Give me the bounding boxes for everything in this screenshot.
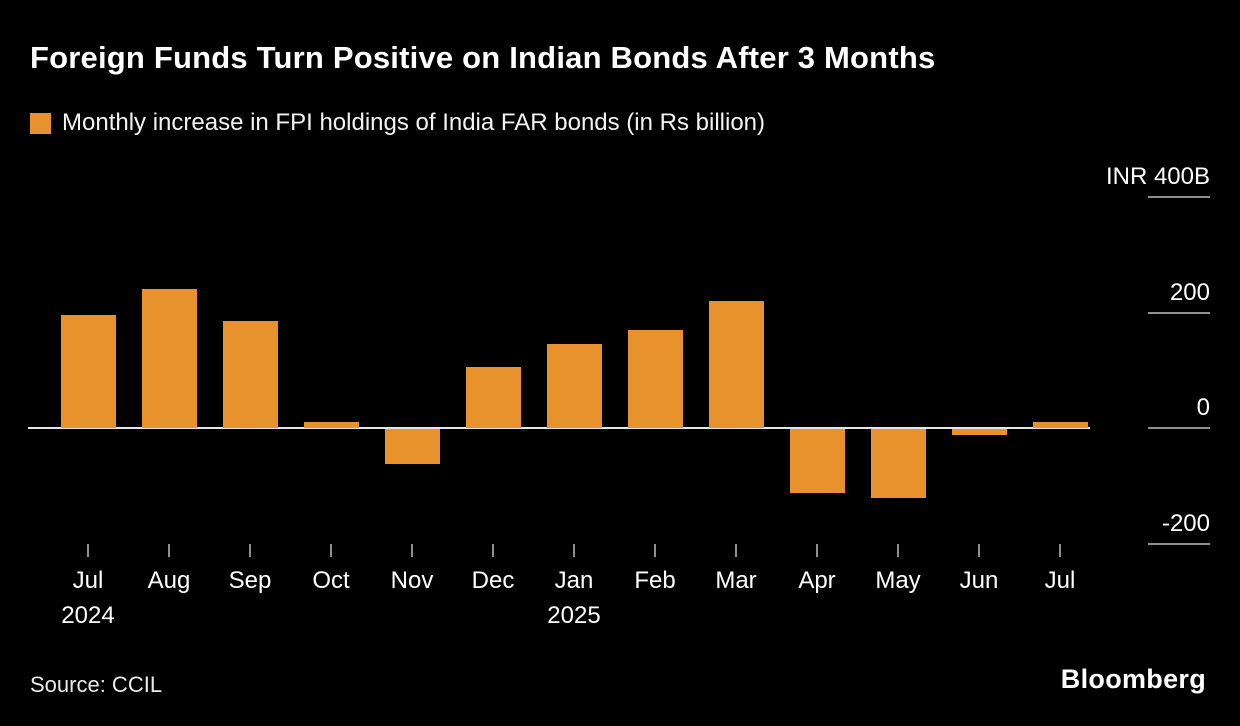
x-tick-label: Jul xyxy=(72,567,104,594)
x-tick-label: Sep xyxy=(228,567,272,594)
chart-bar-oct-3 xyxy=(303,422,359,428)
x-tick-mark xyxy=(330,544,332,557)
chart-bar-jan-6 xyxy=(546,344,602,428)
x-tick-label: Jun xyxy=(959,567,999,594)
x-tick-label: Mar xyxy=(715,567,757,594)
x-tick-mark xyxy=(1059,544,1061,557)
x-year-label: 2024 xyxy=(61,602,115,629)
chart-title: Foreign Funds Turn Positive on Indian Bo… xyxy=(30,40,936,75)
y-axis-label: 0 xyxy=(1196,394,1210,421)
chart-bar-nov-4 xyxy=(384,429,440,464)
x-tick-mark xyxy=(411,544,413,557)
x-tick-mark xyxy=(87,544,89,557)
x-tick-mark xyxy=(249,544,251,557)
y-axis-tick-line xyxy=(1148,542,1210,545)
y-axis-label: -200 xyxy=(1161,509,1210,537)
x-tick-mark xyxy=(654,544,656,557)
chart-bar-jun-11 xyxy=(951,429,1007,435)
zero-axis-line xyxy=(28,427,1090,429)
chart-bar-may-10 xyxy=(870,429,926,498)
y-axis-tick-line xyxy=(1148,196,1210,198)
x-tick-mark xyxy=(492,544,494,557)
x-tick-mark xyxy=(897,544,899,557)
y-axis-label: INR 400B xyxy=(1105,163,1210,190)
legend-swatch xyxy=(30,112,51,134)
x-tick-label: Feb xyxy=(634,567,676,594)
x-tick-mark xyxy=(735,544,737,557)
x-tick-label: Jul xyxy=(1044,567,1076,594)
bloomberg-logo: Bloomberg xyxy=(1060,664,1206,694)
y-axis-tick-line xyxy=(1148,427,1210,429)
chart-bar-apr-9 xyxy=(789,429,845,493)
x-tick-mark xyxy=(573,544,575,557)
chart-bar-jul-12 xyxy=(1032,422,1088,428)
chart-bar-sep-2 xyxy=(222,321,278,428)
legend-label: Monthly increase in FPI holdings of Indi… xyxy=(62,109,766,136)
x-tick-label: Oct xyxy=(312,567,350,594)
chart-bar-feb-7 xyxy=(627,330,683,428)
source-text: Source: CCIL xyxy=(30,672,163,697)
x-tick-label: Dec xyxy=(471,567,515,594)
x-tick-label: Jan xyxy=(554,567,594,594)
y-axis-tick-line xyxy=(1148,311,1210,314)
x-tick-label: Nov xyxy=(390,567,434,594)
x-year-label: 2025 xyxy=(547,602,601,629)
x-tick-mark xyxy=(978,544,980,557)
chart-bar-mar-8 xyxy=(708,301,764,428)
y-axis-label: 200 xyxy=(1169,278,1210,306)
x-tick-label: Aug xyxy=(147,567,191,594)
x-tick-label: Apr xyxy=(798,567,836,594)
x-tick-label: May xyxy=(875,567,921,594)
chart-bar-aug-1 xyxy=(141,289,197,428)
x-tick-mark xyxy=(816,544,818,557)
chart-bar-dec-5 xyxy=(465,367,521,428)
legend: Monthly increase in FPI holdings of Indi… xyxy=(30,109,765,137)
chart-bar-jul-0 xyxy=(60,315,116,428)
x-tick-mark xyxy=(168,544,170,557)
